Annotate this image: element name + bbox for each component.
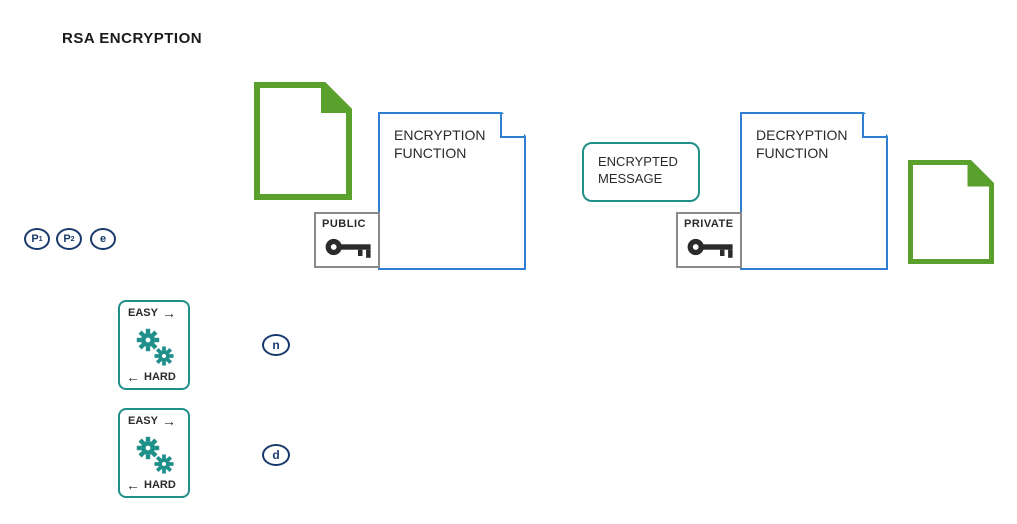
result-n: n: [262, 334, 290, 356]
param-p2: P2: [56, 228, 82, 250]
public-key-box: PUBLIC: [314, 212, 380, 268]
trapdoor-box-2: EASY → ← HARD: [118, 408, 190, 498]
easy-label: EASY →: [128, 306, 176, 320]
param-p1: P1: [24, 228, 50, 250]
public-key-label: PUBLIC: [322, 218, 372, 230]
easy-text: EASY: [128, 415, 158, 427]
easy-text: EASY: [128, 307, 158, 319]
encrypted-line2: MESSAGE: [598, 171, 684, 188]
arrow-left-icon: ←: [126, 478, 140, 492]
encryption-line2: FUNCTION: [394, 144, 510, 162]
encryption-line1: ENCRYPTION: [394, 126, 510, 144]
decrypted-document-icon: [908, 160, 994, 269]
key-icon: [322, 232, 372, 267]
encrypted-message-box: ENCRYPTED MESSAGE: [582, 142, 700, 202]
arrow-right-icon: →: [162, 306, 176, 320]
hard-label: ← HARD: [126, 370, 176, 384]
hard-text: HARD: [144, 479, 176, 491]
hard-text: HARD: [144, 371, 176, 383]
decryption-line2: FUNCTION: [756, 144, 872, 162]
easy-label: EASY →: [128, 414, 176, 428]
private-key-label: PRIVATE: [684, 218, 734, 230]
param-e: e: [90, 228, 116, 250]
trapdoor-box-1: EASY → ← HARD: [118, 300, 190, 390]
plain-document-icon: [254, 82, 352, 205]
encrypted-line1: ENCRYPTED: [598, 154, 684, 171]
diagram-stage: RSA ENCRYPTION P1 P2 e EASY → ← HARD EASY →…: [0, 0, 1017, 524]
hard-label: ← HARD: [126, 478, 176, 492]
key-icon: [684, 232, 734, 267]
arrow-right-icon: →: [162, 414, 176, 428]
decryption-function-box: DECRYPTION FUNCTION: [740, 112, 888, 270]
encryption-function-box: ENCRYPTION FUNCTION: [378, 112, 526, 270]
arrow-left-icon: ←: [126, 370, 140, 384]
result-d: d: [262, 444, 290, 466]
page-title: RSA ENCRYPTION: [62, 30, 202, 47]
decryption-line1: DECRYPTION: [756, 126, 872, 144]
private-key-box: PRIVATE: [676, 212, 742, 268]
